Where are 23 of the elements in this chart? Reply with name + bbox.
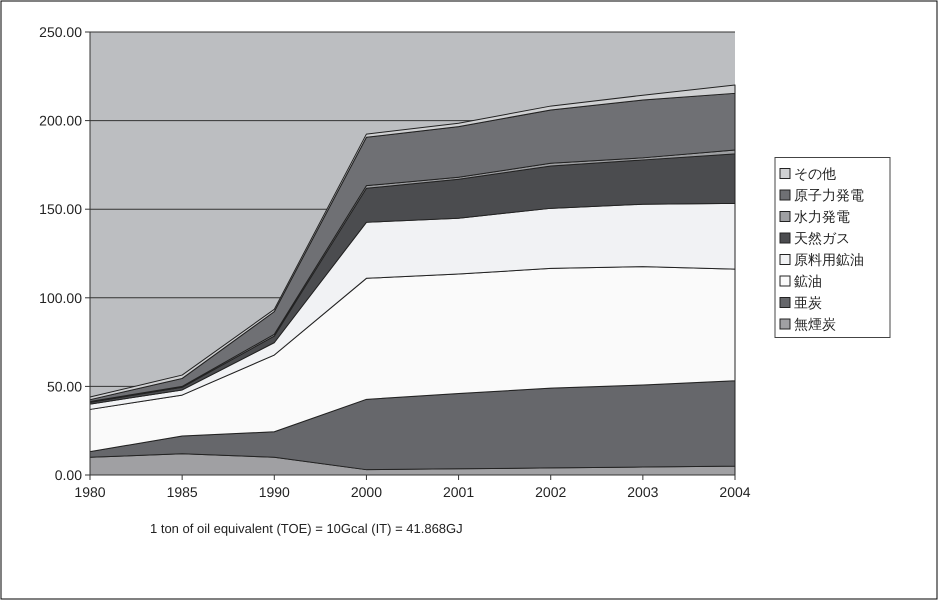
legend-label: 原料用鉱油: [794, 252, 864, 268]
y-tick-label: 250.00: [39, 24, 82, 40]
x-tick-label: 1980: [74, 484, 106, 500]
x-tick-label: 2004: [719, 484, 751, 500]
y-tick-label: 0.00: [54, 467, 82, 483]
legend-label: その他: [794, 166, 836, 182]
legend-label: 鉱油: [794, 273, 822, 289]
text: 1 ton of oil equivalent (TOE) = 10Gcal (IT) = 41.868GJ: [150, 521, 463, 536]
y-tick-label: 100.00: [39, 290, 82, 306]
legend-label: 天然ガス: [794, 230, 850, 246]
x-tick-label: 2003: [627, 484, 659, 500]
x-tick-label: 2000: [350, 484, 382, 500]
y-tick-label: 50.00: [46, 378, 82, 394]
x-tick-label: 2001: [442, 484, 474, 500]
x-tick-label: 1985: [166, 484, 198, 500]
legend-label: 亜炭: [794, 294, 822, 310]
y-tick-label: 200.00: [39, 112, 82, 129]
legend-label: 原子力発電: [794, 187, 864, 203]
legend-label: 無煙炭: [794, 316, 836, 332]
x-tick-label: 2002: [535, 484, 566, 500]
y-tick-label: 150.00: [39, 201, 82, 218]
legend-label: 水力発電: [794, 208, 850, 224]
x-tick-label: 1990: [258, 484, 290, 500]
